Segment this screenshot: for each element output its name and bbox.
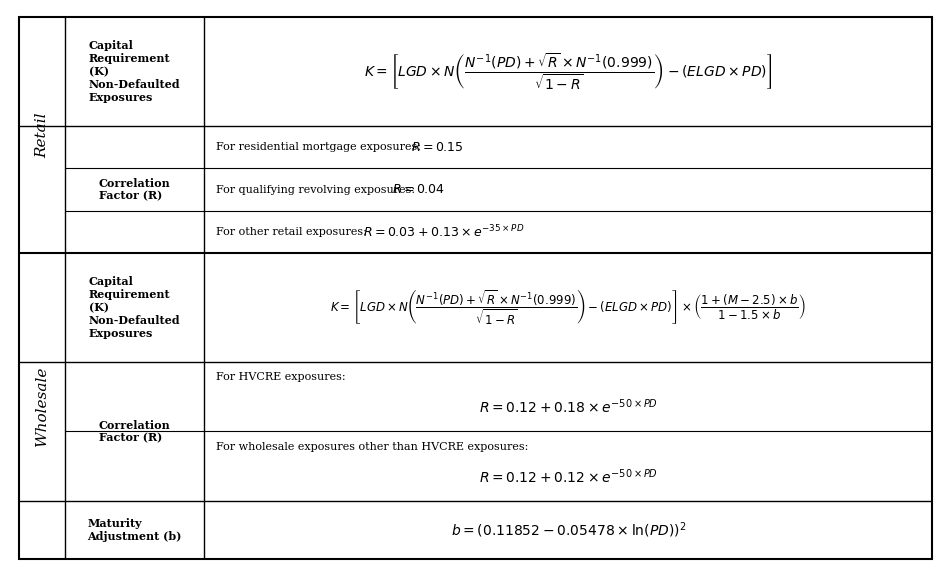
Text: Capital
Requirement
(K)
Non-Defaulted
Exposures: Capital Requirement (K) Non-Defaulted Ex… [88, 40, 181, 103]
Text: $K=\left[LGD\times N\left(\dfrac{N^{-1}(PD)+\sqrt{R}\times N^{-1}(0.999)}{\sqrt{: $K=\left[LGD\times N\left(\dfrac{N^{-1}(… [364, 51, 772, 92]
Text: Maturity
Adjustment (b): Maturity Adjustment (b) [87, 518, 182, 542]
Text: $R=0.12+0.12\times e^{-50\times PD}$: $R=0.12+0.12\times e^{-50\times PD}$ [478, 467, 658, 486]
Text: Correlation
Factor (R): Correlation Factor (R) [99, 178, 170, 201]
Text: $R=0.04$: $R=0.04$ [392, 183, 445, 196]
Text: Capital
Requirement
(K)
Non-Defaulted
Exposures: Capital Requirement (K) Non-Defaulted Ex… [88, 276, 181, 339]
Text: Correlation
Factor (R): Correlation Factor (R) [99, 420, 170, 443]
Text: $K=\left[LGD\times N\left(\dfrac{N^{-1}(PD)+\sqrt{R}\times N^{-1}(0.999)}{\sqrt{: $K=\left[LGD\times N\left(\dfrac{N^{-1}(… [330, 288, 806, 327]
Text: For other retail exposures:: For other retail exposures: [216, 227, 370, 237]
Text: $b=\left(0.11852-0.05478\times\ln(PD)\right)^{2}$: $b=\left(0.11852-0.05478\times\ln(PD)\ri… [451, 520, 686, 540]
Text: Retail: Retail [35, 112, 49, 158]
Text: For qualifying revolving exposures:: For qualifying revolving exposures: [216, 185, 418, 194]
Text: $R=0.12+0.18\times e^{-50\times PD}$: $R=0.12+0.18\times e^{-50\times PD}$ [478, 398, 658, 417]
Text: For residential mortgage exposures:: For residential mortgage exposures: [216, 142, 424, 152]
Text: $R=0.15$: $R=0.15$ [411, 141, 464, 154]
Text: For HVCRE exposures:: For HVCRE exposures: [216, 372, 345, 382]
Text: Wholesale: Wholesale [35, 366, 49, 446]
Text: For wholesale exposures other than HVCRE exposures:: For wholesale exposures other than HVCRE… [216, 442, 528, 452]
Text: $R=0.03+0.13\times e^{-35\times PD}$: $R=0.03+0.13\times e^{-35\times PD}$ [363, 223, 525, 240]
